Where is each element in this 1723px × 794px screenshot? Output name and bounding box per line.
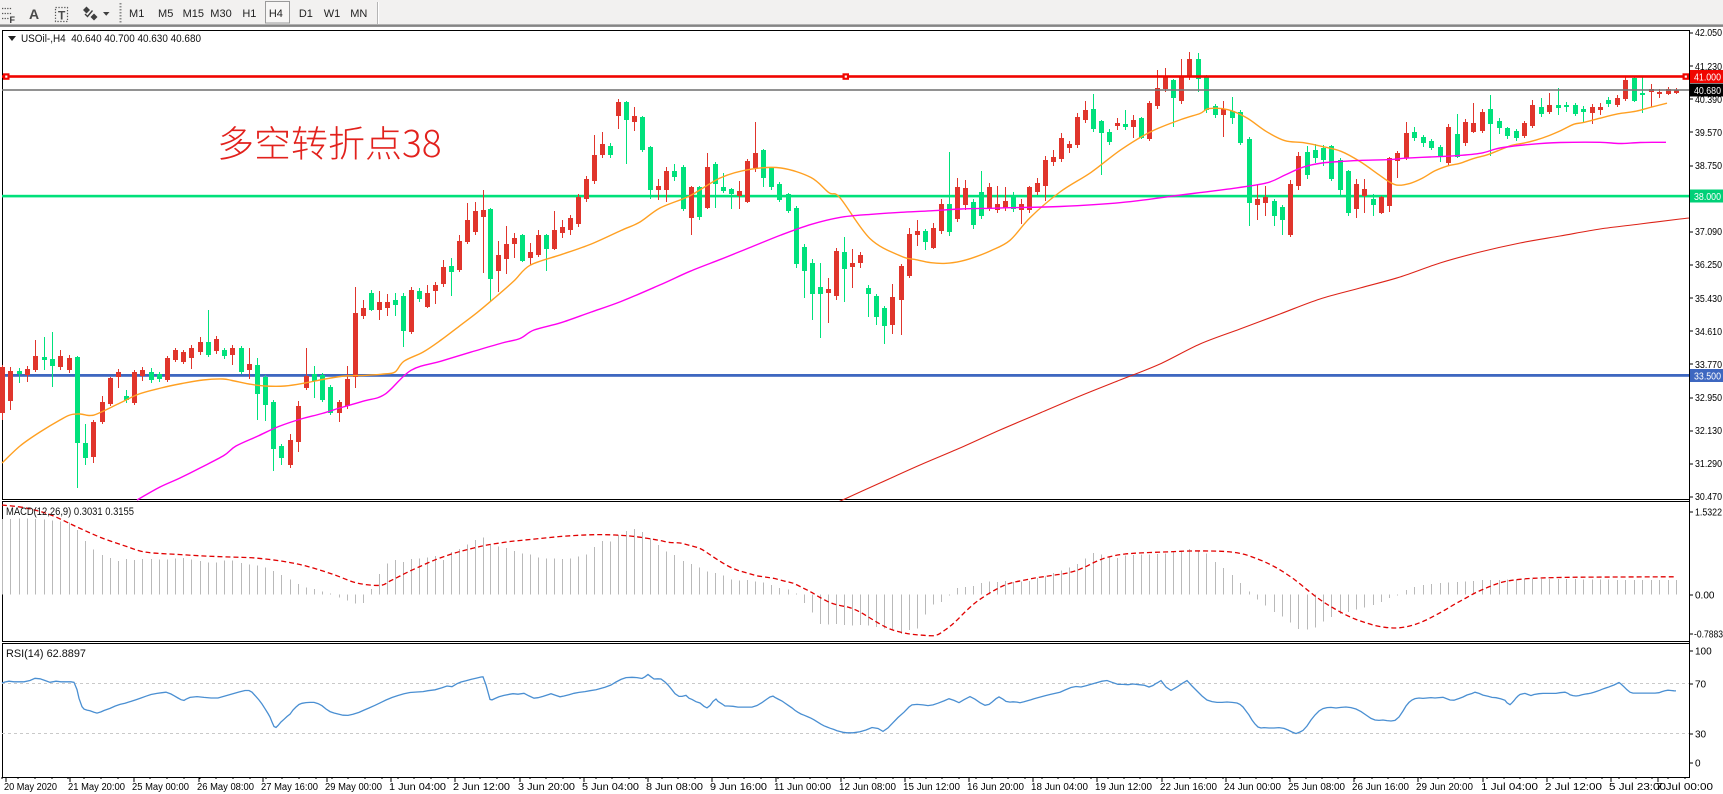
svg-text:30: 30 bbox=[1695, 730, 1707, 741]
svg-text:9 Jun 16:00: 9 Jun 16:00 bbox=[710, 782, 767, 793]
svg-text:2 Jul 12:00: 2 Jul 12:00 bbox=[1545, 782, 1602, 793]
svg-text:30.470: 30.470 bbox=[1695, 492, 1722, 503]
svg-text:MN: MN bbox=[350, 8, 367, 20]
svg-text:38.000: 38.000 bbox=[1694, 192, 1721, 203]
svg-text:F: F bbox=[10, 15, 16, 25]
svg-text:7 Jul 00:00: 7 Jul 00:00 bbox=[1656, 782, 1713, 793]
svg-text:31.290: 31.290 bbox=[1695, 459, 1722, 470]
svg-text:35.430: 35.430 bbox=[1695, 294, 1722, 305]
svg-text:40.390: 40.390 bbox=[1695, 95, 1722, 106]
svg-text:32.950: 32.950 bbox=[1695, 393, 1722, 404]
svg-text:M5: M5 bbox=[158, 8, 173, 20]
svg-text:19 Jun 12:00: 19 Jun 12:00 bbox=[1095, 782, 1152, 793]
svg-text:29 Jun 20:00: 29 Jun 20:00 bbox=[1416, 782, 1473, 793]
svg-text:22 Jun 16:00: 22 Jun 16:00 bbox=[1160, 782, 1217, 793]
svg-text:5 Jul 23:00: 5 Jul 23:00 bbox=[1609, 782, 1666, 793]
svg-text:40.680: 40.680 bbox=[1694, 86, 1721, 97]
svg-text:33.500: 33.500 bbox=[1694, 371, 1721, 382]
svg-text:11 Jun 00:00: 11 Jun 00:00 bbox=[774, 782, 831, 793]
svg-text:33.770: 33.770 bbox=[1695, 360, 1722, 371]
svg-text:26 May 08:00: 26 May 08:00 bbox=[197, 782, 254, 793]
svg-text:W1: W1 bbox=[324, 8, 341, 20]
svg-text:MACD(12,26,9) 0.3031 0.3155: MACD(12,26,9) 0.3031 0.3155 bbox=[6, 506, 134, 518]
svg-text:100: 100 bbox=[1695, 647, 1712, 658]
svg-text:21 May 20:00: 21 May 20:00 bbox=[68, 782, 125, 793]
svg-text:-0.7883: -0.7883 bbox=[1694, 630, 1723, 641]
svg-text:39.570: 39.570 bbox=[1695, 128, 1722, 139]
svg-text:1.5322: 1.5322 bbox=[1695, 508, 1722, 519]
svg-text:27 May 16:00: 27 May 16:00 bbox=[261, 782, 318, 793]
svg-text:25 May 00:00: 25 May 00:00 bbox=[132, 782, 189, 793]
svg-text:41.000: 41.000 bbox=[1694, 72, 1721, 83]
svg-text:2 Jun 12:00: 2 Jun 12:00 bbox=[453, 782, 510, 793]
svg-text:3 Jun 20:00: 3 Jun 20:00 bbox=[518, 782, 575, 793]
svg-text:USOil-,H4 40.640 40.700 40.63: USOil-,H4 40.640 40.700 40.630 40.680 bbox=[21, 33, 201, 45]
svg-text:8 Jun 08:00: 8 Jun 08:00 bbox=[646, 782, 703, 793]
svg-text:42.050: 42.050 bbox=[1695, 28, 1722, 39]
svg-text:29 May 00:00: 29 May 00:00 bbox=[325, 782, 382, 793]
svg-text:70: 70 bbox=[1695, 680, 1707, 691]
svg-text:H4: H4 bbox=[269, 8, 283, 20]
svg-text:0.00: 0.00 bbox=[1695, 591, 1715, 602]
svg-text:M1: M1 bbox=[129, 8, 144, 20]
svg-text:A: A bbox=[29, 6, 39, 22]
svg-text:RSI(14) 62.8897: RSI(14) 62.8897 bbox=[6, 648, 86, 660]
svg-text:T: T bbox=[58, 9, 66, 23]
svg-text:37.090: 37.090 bbox=[1695, 227, 1722, 238]
svg-text:0: 0 bbox=[1695, 759, 1701, 770]
svg-text:M15: M15 bbox=[183, 8, 204, 20]
svg-text:M30: M30 bbox=[210, 8, 231, 20]
svg-text:12 Jun 08:00: 12 Jun 08:00 bbox=[839, 782, 896, 793]
svg-text:25 Jun 08:00: 25 Jun 08:00 bbox=[1288, 782, 1345, 793]
svg-text:15 Jun 12:00: 15 Jun 12:00 bbox=[903, 782, 960, 793]
svg-text:1 Jun 04:00: 1 Jun 04:00 bbox=[389, 782, 446, 793]
svg-text:41.230: 41.230 bbox=[1695, 62, 1722, 73]
svg-text:34.610: 34.610 bbox=[1695, 327, 1722, 338]
svg-text:D1: D1 bbox=[299, 8, 313, 20]
svg-text:1 Jul 04:00: 1 Jul 04:00 bbox=[1481, 782, 1538, 793]
svg-text:16 Jun 20:00: 16 Jun 20:00 bbox=[967, 782, 1024, 793]
svg-text:26 Jun 16:00: 26 Jun 16:00 bbox=[1352, 782, 1409, 793]
svg-text:38.750: 38.750 bbox=[1695, 161, 1722, 172]
svg-text:36.250: 36.250 bbox=[1695, 260, 1722, 271]
svg-text:20 May 2020: 20 May 2020 bbox=[4, 782, 57, 793]
svg-text:5 Jun 04:00: 5 Jun 04:00 bbox=[582, 782, 639, 793]
svg-text:H1: H1 bbox=[242, 8, 256, 20]
svg-text:32.130: 32.130 bbox=[1695, 426, 1722, 437]
svg-text:18 Jun 04:00: 18 Jun 04:00 bbox=[1031, 782, 1088, 793]
svg-text:24 Jun 00:00: 24 Jun 00:00 bbox=[1224, 782, 1281, 793]
